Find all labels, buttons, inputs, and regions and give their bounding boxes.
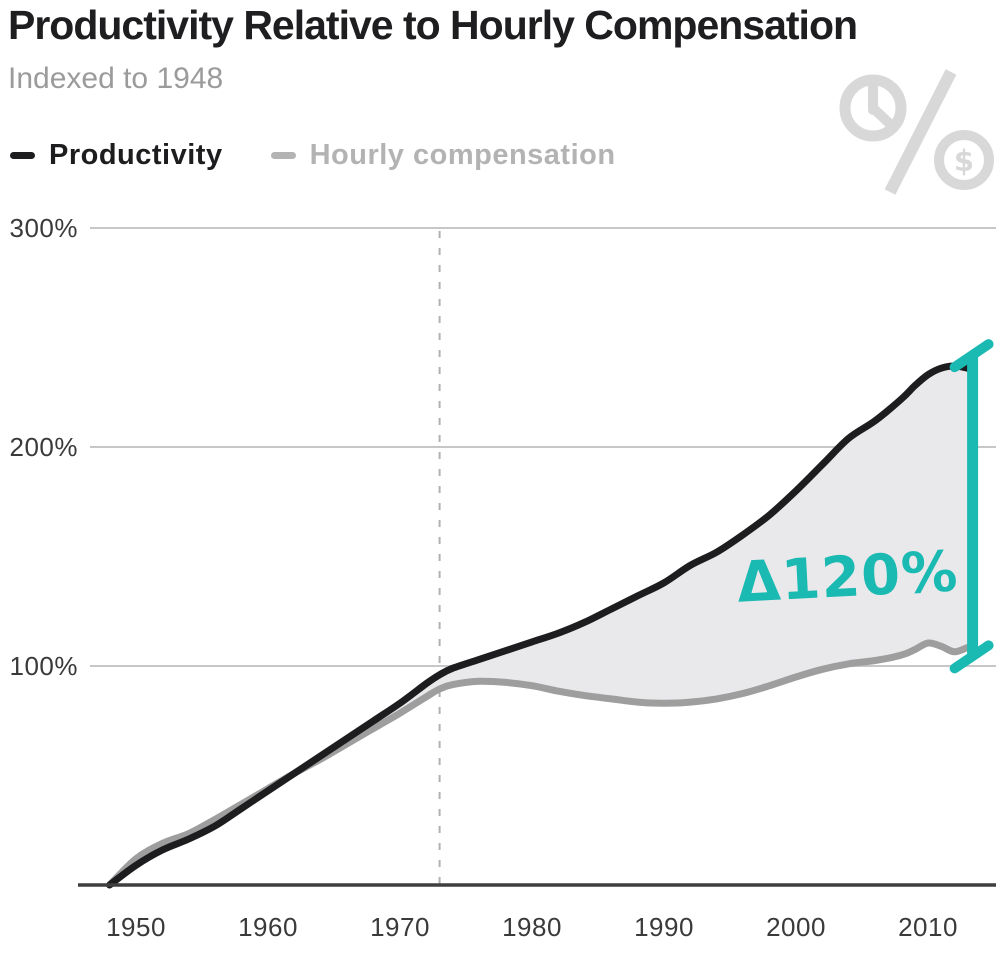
chart-subtitle: Indexed to 1948 <box>8 62 224 95</box>
x-axis-tick-1980: 1980 <box>502 912 562 942</box>
clock-hands-icon <box>868 81 895 129</box>
dollar-sign: $ <box>954 144 974 178</box>
delta-label: Δ120% <box>735 539 959 615</box>
page-title: Productivity Relative to Hourly Compensa… <box>8 2 858 48</box>
y-axis-tick-300: 300% <box>10 213 79 243</box>
clock-icon <box>839 74 907 142</box>
time-money-percent-icon: $ <box>839 69 994 195</box>
percent-slash-icon <box>884 69 957 195</box>
compensation-line-swatch <box>270 152 296 159</box>
legend-label-productivity: Productivity <box>49 139 223 171</box>
dollar-coin-icon <box>934 130 994 190</box>
productivity-pay-gap-fill <box>294 366 968 774</box>
x-axis-tick-1950: 1950 <box>106 912 166 942</box>
legend-label-compensation: Hourly compensation <box>309 139 616 171</box>
legend-item-productivity: Productivity <box>10 139 223 172</box>
y-axis-tick-100: 100% <box>10 651 79 681</box>
x-axis-tick-1990: 1990 <box>634 912 694 942</box>
x-axis-tick-1960: 1960 <box>238 912 298 942</box>
productivity-line-swatch <box>10 152 35 159</box>
legend-item-compensation: Hourly compensation <box>270 139 616 172</box>
delta-bottom-tick <box>949 640 994 674</box>
x-axis-tick-2010: 2010 <box>898 912 958 942</box>
productivity-line <box>106 362 972 889</box>
y-axis-tick-200: 200% <box>10 432 79 462</box>
delta-annotation: Δ120% <box>735 339 994 674</box>
x-axis-tick-2000: 2000 <box>766 912 826 942</box>
delta-top-tick <box>949 339 994 373</box>
x-axis-tick-1970: 1970 <box>370 912 430 942</box>
legend: Productivity Hourly compensation <box>10 139 616 172</box>
